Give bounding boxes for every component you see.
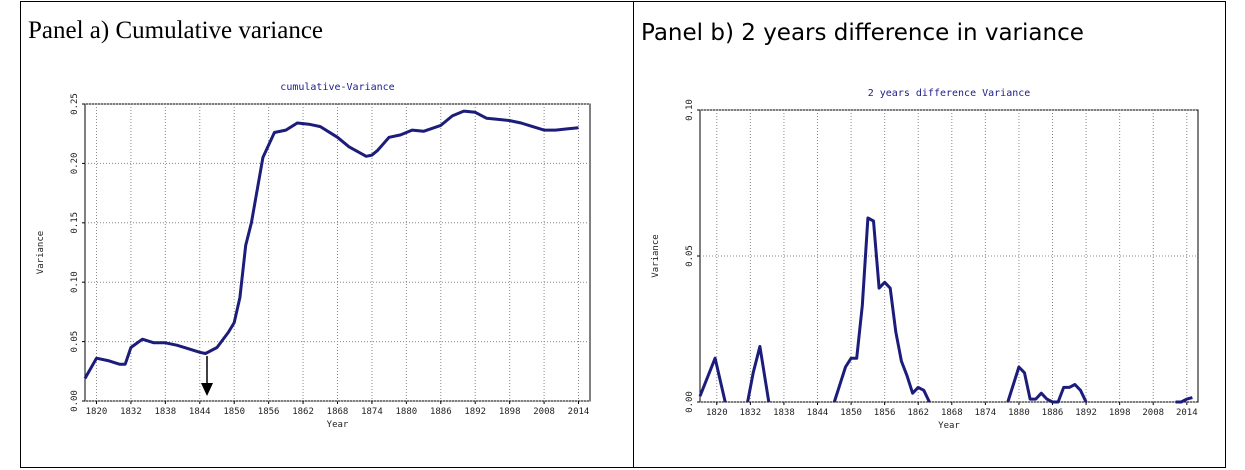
panel-title: Panel b) 2 years difference in variance xyxy=(641,20,1084,46)
chart-title: 2 years difference Variance xyxy=(868,88,1031,99)
x-tick-label: 1856 xyxy=(258,407,280,417)
x-tick-label: 1898 xyxy=(499,407,521,417)
y-tick-label: 0.10 xyxy=(685,99,695,121)
x-tick-label: 1886 xyxy=(1042,408,1064,418)
x-tick-label: 1820 xyxy=(86,407,108,417)
x-tick-label: 1862 xyxy=(907,408,929,418)
y-tick-label: 0.00 xyxy=(70,390,80,412)
x-axis-title: Year xyxy=(327,420,349,430)
x-tick-label: 1892 xyxy=(1075,408,1097,418)
x-axis-title: Year xyxy=(938,421,960,431)
arrow-head xyxy=(201,383,213,396)
x-tick-label: 1874 xyxy=(975,408,997,418)
data-line xyxy=(83,109,579,380)
x-tick-label: 1862 xyxy=(292,407,314,417)
x-tick-label: 1832 xyxy=(120,407,142,417)
x-tick-label: 1868 xyxy=(941,408,963,418)
x-tick-label: 1868 xyxy=(327,407,349,417)
y-tick-label: 0.05 xyxy=(70,331,80,353)
x-tick-label: 1856 xyxy=(874,408,896,418)
y-tick-label: 0.00 xyxy=(685,391,695,413)
x-tick-label: 1898 xyxy=(1109,408,1131,418)
x-tick-label: 1874 xyxy=(361,407,383,417)
x-tick-label: 1838 xyxy=(154,407,176,417)
plot-area xyxy=(84,103,591,402)
x-tick-label: 1850 xyxy=(223,407,245,417)
y-axis-title: Variance xyxy=(36,231,46,274)
x-tick-label: 2008 xyxy=(1142,408,1164,418)
x-tick-label: 1820 xyxy=(706,408,728,418)
x-tick-label: 2014 xyxy=(568,407,590,417)
y-tick-label: 0.05 xyxy=(685,245,695,267)
x-tick-label: 1880 xyxy=(396,407,418,417)
panel-title: Panel a) Cumulative variance xyxy=(28,17,323,44)
data-line xyxy=(698,216,1193,404)
y-tick-label: 0.10 xyxy=(70,271,80,293)
x-tick-label: 2008 xyxy=(533,407,555,417)
y-tick-label: 0.15 xyxy=(70,212,80,234)
x-tick-label: 1886 xyxy=(430,407,452,417)
x-tick-label: 1850 xyxy=(840,408,862,418)
y-axis-title: Variance xyxy=(651,234,661,277)
x-tick-label: 1832 xyxy=(740,408,762,418)
x-tick-label: 2014 xyxy=(1176,408,1198,418)
x-tick-label: 1892 xyxy=(464,407,486,417)
x-tick-label: 1844 xyxy=(189,407,211,417)
x-tick-label: 1844 xyxy=(807,408,829,418)
y-tick-label: 0.25 xyxy=(70,93,80,115)
chart-title: cumulative-Variance xyxy=(280,82,394,93)
y-tick-label: 0.20 xyxy=(70,153,80,175)
table-border xyxy=(20,1,1226,468)
x-tick-label: 1880 xyxy=(1008,408,1030,418)
annotation-arrow xyxy=(201,356,213,396)
x-tick-label: 1838 xyxy=(773,408,795,418)
